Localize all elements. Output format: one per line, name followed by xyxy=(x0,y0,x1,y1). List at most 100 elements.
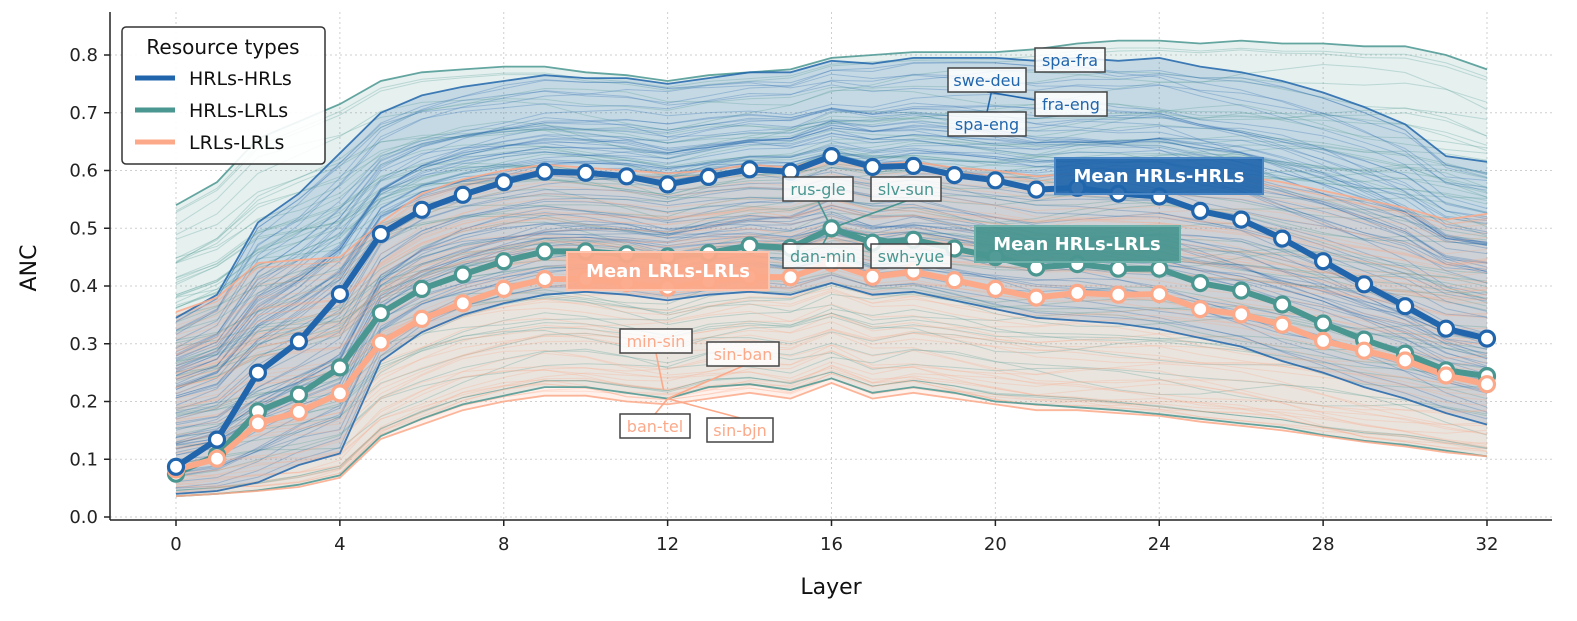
y-axis-title: ANC xyxy=(17,245,42,292)
band-lower-line xyxy=(175,382,1488,498)
pair-line xyxy=(175,124,1488,369)
mean-marker xyxy=(494,252,513,271)
x-tick-label: 16 xyxy=(820,534,843,555)
y-tick-label: 0.8 xyxy=(69,45,98,66)
pair-line xyxy=(175,316,1488,443)
pair-line xyxy=(175,114,1488,362)
pair-line xyxy=(175,124,1488,373)
pair-line xyxy=(175,167,1488,308)
pair-line xyxy=(175,110,1488,264)
annotation-min-sin: min-sin xyxy=(619,328,693,354)
pair-line xyxy=(175,119,1488,373)
pair-line xyxy=(175,279,1488,411)
pair-line xyxy=(175,105,1488,356)
pair-line xyxy=(175,331,1488,461)
mean-marker xyxy=(494,279,513,298)
pair-line xyxy=(175,328,1488,448)
pair-line xyxy=(175,272,1488,412)
mean-marker xyxy=(986,279,1005,298)
pair-line xyxy=(175,274,1488,489)
annotation-arrow xyxy=(831,200,907,230)
mean-marker xyxy=(535,162,554,181)
pair-line xyxy=(175,207,1488,355)
pair-line xyxy=(175,350,1488,478)
pair-line xyxy=(175,329,1488,450)
mean-marker xyxy=(740,160,759,179)
mean-marker xyxy=(617,167,636,186)
pair-line xyxy=(175,371,1488,491)
mean-marker xyxy=(248,363,267,382)
legend-entry-lrls-lrls: LRLs-LRLs xyxy=(135,132,284,154)
x-tick-label: 24 xyxy=(1148,534,1171,555)
pair-line xyxy=(175,371,1488,491)
mean-marker xyxy=(289,402,308,421)
pair-line xyxy=(175,133,1488,376)
pair-line xyxy=(175,342,1488,464)
annotation-spa-eng: spa-eng xyxy=(947,111,1027,137)
annotation-label: fra-eng xyxy=(1042,95,1100,114)
mean-labels: Mean HRLs-HRLs Mean HRLs-LRLs Mean LRLs-… xyxy=(566,157,1264,291)
annotation-arrow xyxy=(667,365,744,400)
band-upper-line xyxy=(175,56,1488,319)
annotation-label: spa-eng xyxy=(955,115,1019,134)
y-tick-label: 0.3 xyxy=(69,334,98,355)
mean-marker xyxy=(1068,283,1087,302)
pair-line xyxy=(175,120,1488,366)
y-tick-label: 0.1 xyxy=(69,449,98,470)
pair-line xyxy=(175,132,1488,377)
mean-label-lrls-lrls: Mean LRLs-LRLs xyxy=(566,251,770,291)
annotation-label: sin-bjn xyxy=(713,421,766,440)
mean-marker xyxy=(207,430,227,449)
mean-marker xyxy=(863,157,882,177)
mean-marker xyxy=(1150,285,1169,304)
band-upper-line xyxy=(175,39,1488,206)
mean-marker xyxy=(453,294,472,313)
annotation-arrow xyxy=(654,398,669,415)
pair-line xyxy=(175,73,1488,331)
annotation-arrow xyxy=(667,397,741,419)
annotation-label: swh-yue xyxy=(878,247,945,266)
mean-marker xyxy=(494,173,513,192)
annotation-swh-yue: swh-yue xyxy=(870,243,952,269)
mean-marker xyxy=(330,384,349,403)
pair-line xyxy=(175,215,1488,369)
mean-marker xyxy=(330,358,349,377)
mean-marker xyxy=(781,268,800,287)
mean-marker xyxy=(945,271,964,290)
pair-line xyxy=(175,274,1488,409)
annotation-label: slv-sun xyxy=(878,180,934,199)
mean-marker xyxy=(453,185,472,204)
annotation-dan-min: dan-min xyxy=(782,243,864,269)
band-boundary-lines xyxy=(175,39,1488,498)
pair-line xyxy=(175,271,1488,407)
annotation-fra-eng: fra-eng xyxy=(1034,91,1108,117)
mean-marker xyxy=(1273,229,1292,248)
x-tick-label: 32 xyxy=(1476,534,1499,555)
y-tick-label: 0.0 xyxy=(69,507,98,528)
pair-line xyxy=(175,308,1488,430)
mean-marker xyxy=(658,175,677,194)
mean-marker xyxy=(1354,341,1374,360)
pair-line xyxy=(175,124,1488,371)
mean-marker xyxy=(822,147,841,166)
mean-marker xyxy=(863,267,882,286)
mean-marker xyxy=(1150,259,1169,278)
mean-marker xyxy=(986,171,1005,190)
annotation-sin-ban: sin-ban xyxy=(706,341,780,367)
mean-marker xyxy=(699,167,718,186)
pair-line xyxy=(175,134,1488,278)
pair-line xyxy=(175,171,1488,406)
pair-line xyxy=(175,321,1488,450)
band-lower-line xyxy=(175,282,1488,495)
mean-marker xyxy=(371,304,390,323)
mean-marker xyxy=(1027,288,1046,307)
pair-line xyxy=(175,108,1488,357)
pair-line xyxy=(175,139,1488,385)
mean-marker xyxy=(576,163,595,182)
pair-line xyxy=(175,237,1488,388)
legend-entry-hrls-hrls: HRLs-HRLs xyxy=(135,68,292,90)
mean-marker xyxy=(535,242,554,261)
mean-marker xyxy=(1232,305,1251,324)
pair-line xyxy=(175,63,1488,226)
